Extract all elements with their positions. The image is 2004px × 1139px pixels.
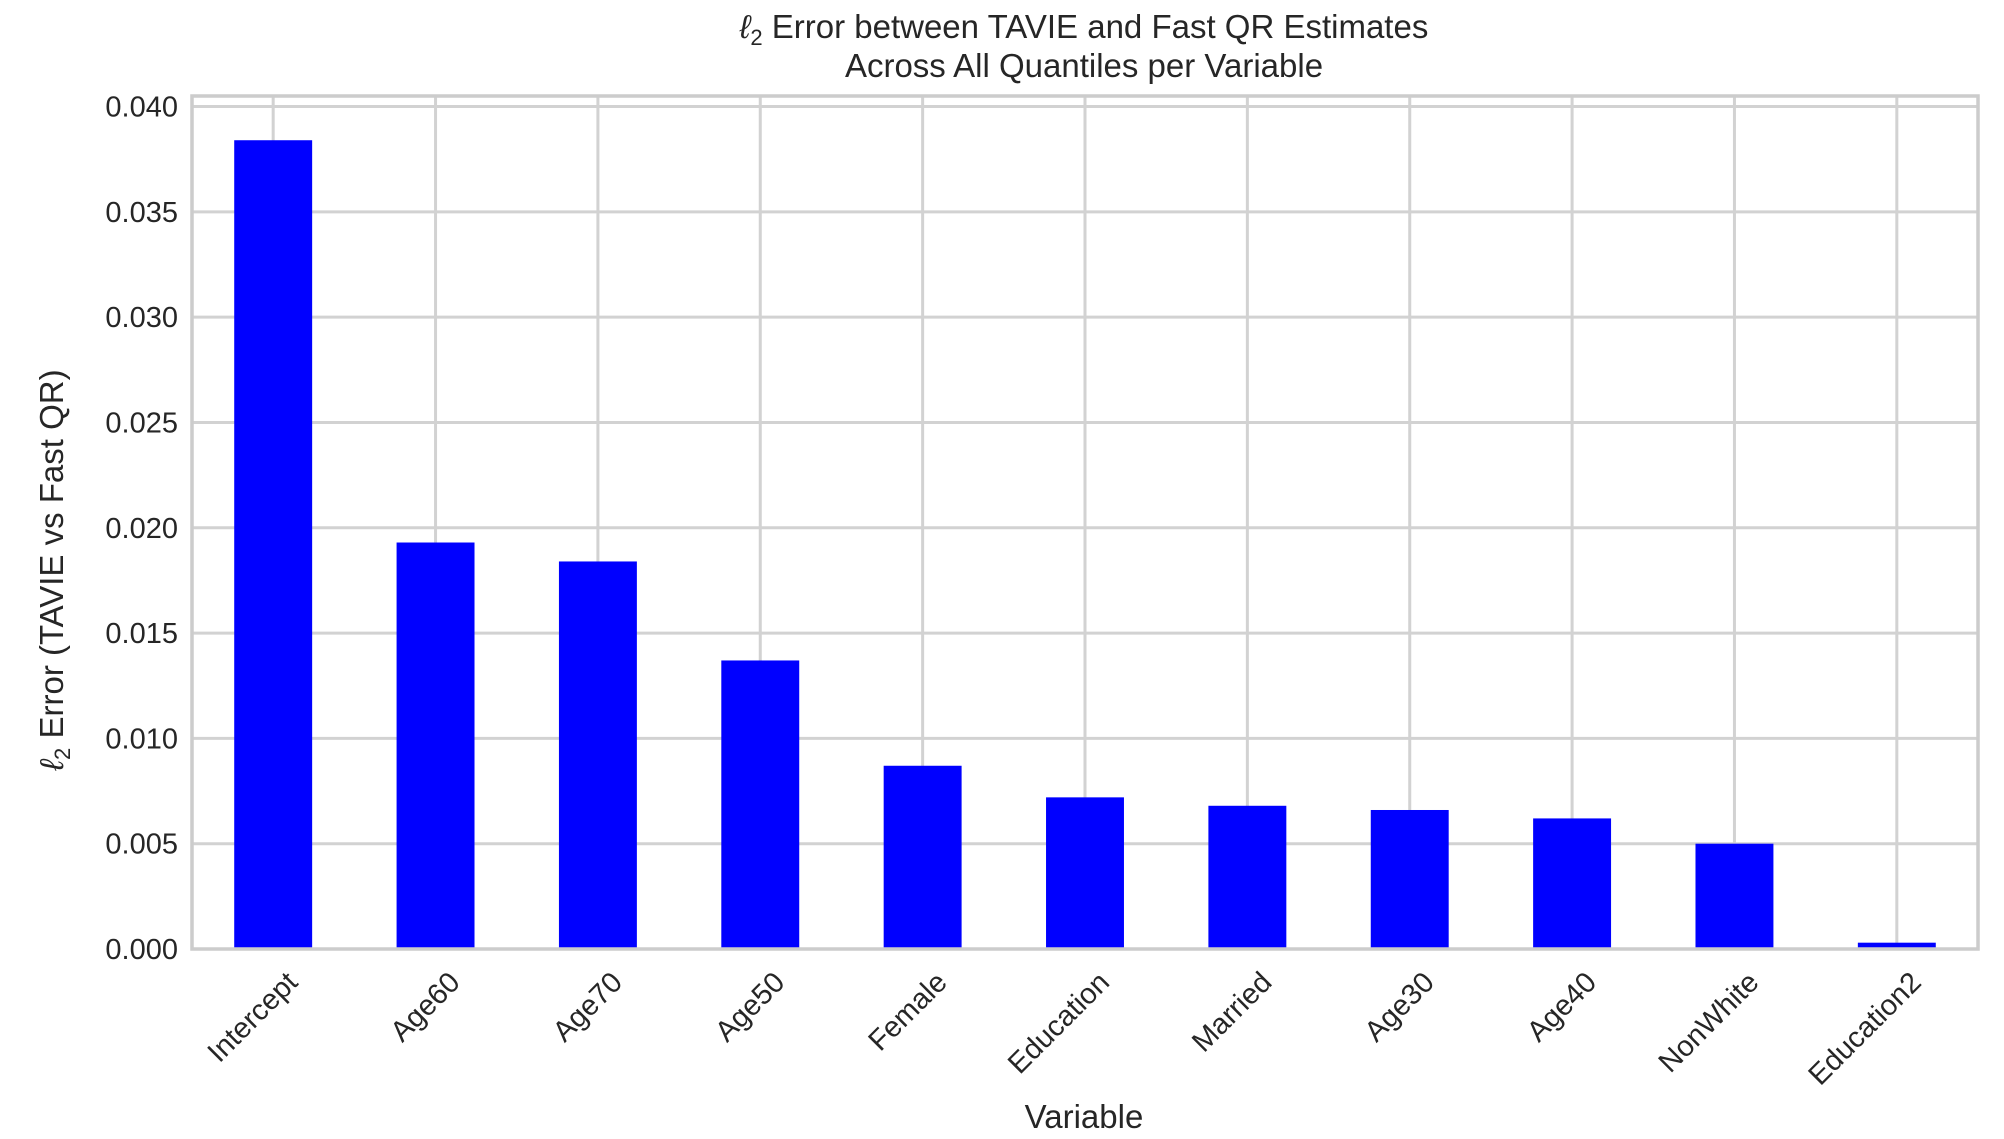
x-axis-label: Variable xyxy=(1025,1098,1144,1135)
chart-title: ℓ2 Error between TAVIE and Fast QR Estim… xyxy=(739,8,1429,50)
chart-title-group: ℓ2 Error between TAVIE and Fast QR Estim… xyxy=(739,8,1429,84)
x-tick-label: Intercept xyxy=(202,966,304,1068)
x-axis-ticks: Intercept Age60 Age70 Age50 Female Education M… xyxy=(202,966,1928,1091)
x-tick-label: Age60 xyxy=(385,966,467,1048)
bar-age40 xyxy=(1533,818,1612,949)
chart-title-subscript: 2 xyxy=(750,25,762,50)
y-tick-label: 0.025 xyxy=(105,407,178,439)
bar-education2 xyxy=(1857,942,1936,949)
x-tick-label: Education xyxy=(1002,966,1116,1080)
bar-nonwhite xyxy=(1695,843,1774,949)
y-axis-label-rest: Error (TAVIE vs Fast QR) xyxy=(33,369,70,747)
y-tick-label: 0.020 xyxy=(105,513,178,545)
y-tick-label: 0.005 xyxy=(105,829,178,861)
bar-female xyxy=(883,765,962,949)
y-axis-label-ell: ℓ xyxy=(33,759,70,772)
y-tick-label: 0.030 xyxy=(105,302,178,334)
y-tick-label: 0.000 xyxy=(105,934,178,966)
y-tick-label: 0.035 xyxy=(105,197,178,229)
chart-title-ell: ℓ xyxy=(739,8,752,45)
y-tick-label: 0.015 xyxy=(105,618,178,650)
y-axis-label: ℓ2 Error (TAVIE vs Fast QR) xyxy=(33,369,75,771)
plot-frame xyxy=(190,94,1980,951)
bar-intercept xyxy=(234,140,313,950)
x-tick-label: NonWhite xyxy=(1653,966,1766,1079)
bar-age60 xyxy=(396,542,475,949)
bar-married xyxy=(1208,805,1287,949)
x-tick-label: Age30 xyxy=(1359,966,1441,1048)
chart-title-rest: Error between TAVIE and Fast QR Estimate… xyxy=(763,8,1429,45)
x-tick-label: Education2 xyxy=(1803,966,1928,1091)
y-axis-ticks: 0.000 0.005 0.010 0.015 0.020 0.025 0.030 0.035… xyxy=(105,92,178,966)
x-tick-label: Female xyxy=(863,966,954,1057)
bar-age50 xyxy=(721,660,800,949)
x-tick-label: Age40 xyxy=(1521,966,1603,1048)
bars xyxy=(234,140,1936,950)
y-tick-label: 0.010 xyxy=(105,723,178,755)
chart-subtitle: Across All Quantiles per Variable xyxy=(845,47,1323,84)
x-tick-label: Age70 xyxy=(547,966,629,1048)
bar-age70 xyxy=(558,561,637,949)
x-tick-label: Married xyxy=(1186,966,1278,1058)
bar-education xyxy=(1046,797,1124,949)
bar-age30 xyxy=(1370,809,1449,949)
y-axis-label-subscript: 2 xyxy=(50,748,75,760)
y-tick-label: 0.040 xyxy=(105,92,178,124)
x-tick-label: Age50 xyxy=(709,966,791,1048)
